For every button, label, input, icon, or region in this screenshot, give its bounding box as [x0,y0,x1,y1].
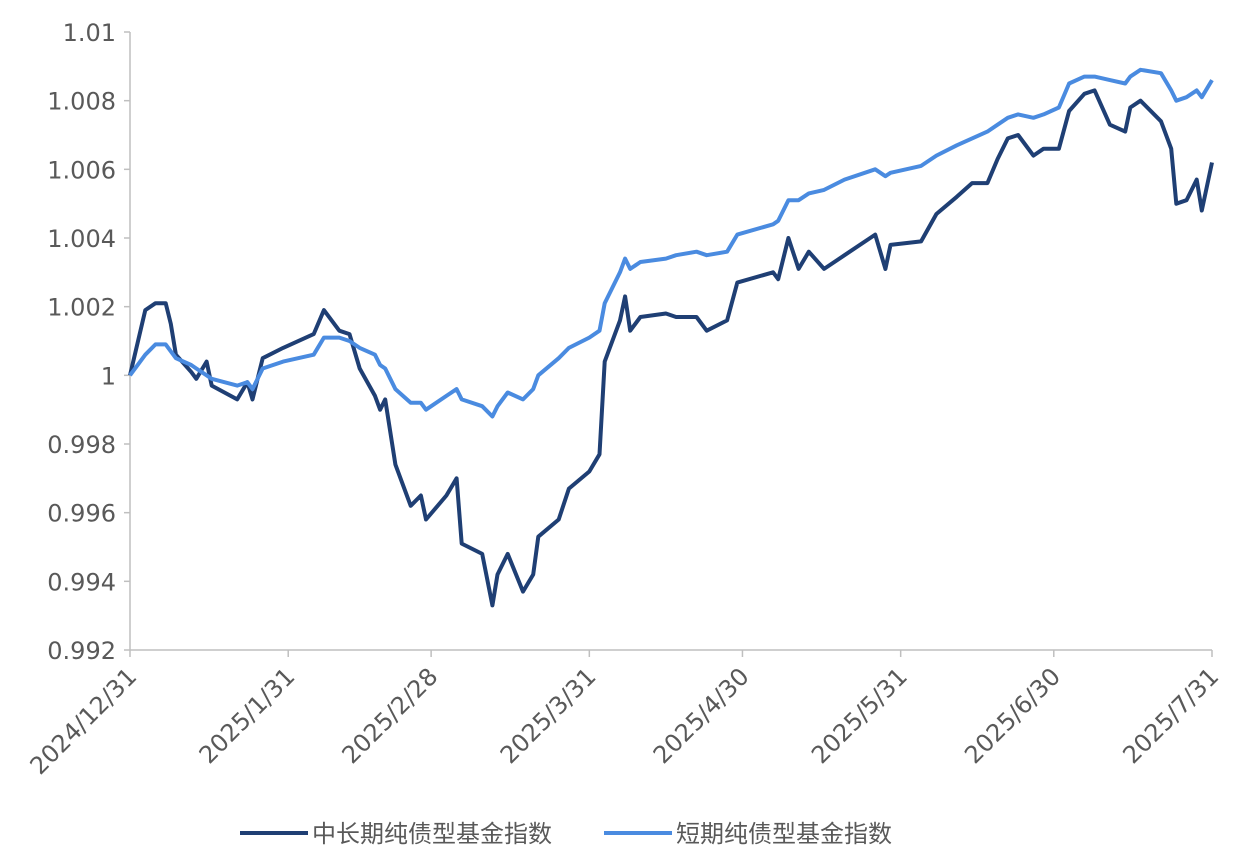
y-tick-label: 1.01 [63,19,116,47]
y-tick-label: 0.992 [47,637,116,665]
y-tick-label: 0.996 [47,500,116,528]
x-tick-label: 2025/1/31 [194,662,301,769]
series-line [128,88,1214,608]
x-tick-label: 2025/4/30 [648,662,755,769]
x-tick-label: 2025/6/30 [959,662,1066,769]
y-tick-label: 1.008 [47,88,116,116]
y-tick-label: 1 [101,362,116,390]
x-tick-label: 2025/5/31 [806,662,913,769]
y-tick-label: 1.006 [47,156,116,184]
x-tick-label: 2025/3/31 [495,662,602,769]
x-tick-label: 2025/2/28 [337,662,444,769]
y-tick-label: 0.998 [47,431,116,459]
y-tick-label: 1.002 [47,294,116,322]
y-tick-label: 1.004 [47,225,116,253]
legend-label: 短期纯债型基金指数 [676,820,892,848]
x-tick-label: 2025/7/31 [1117,662,1224,769]
legend-label: 中长期纯债型基金指数 [312,820,552,848]
series-line [128,67,1214,419]
x-tick-label: 2024/12/31 [25,662,143,780]
y-tick-label: 0.994 [47,568,116,596]
